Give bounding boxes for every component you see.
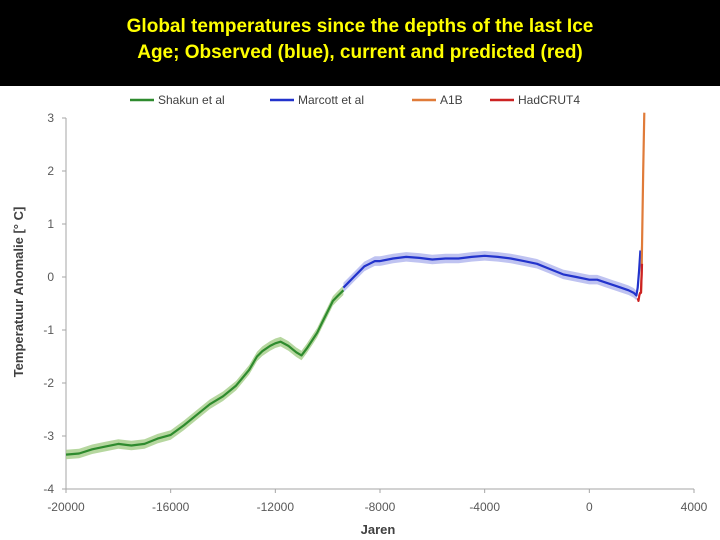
marcott-et-al-band bbox=[343, 246, 640, 301]
page-title: Global temperatures since the depths of … bbox=[20, 14, 700, 66]
y-axis-label: Temperatuur Anomalie [° C] bbox=[11, 207, 26, 378]
temperature-chart: Shakun et al Marcott et al A1B HadCRUT4 3 2 1… bbox=[0, 86, 720, 540]
title-line-2: Age; Observed (blue), current and predic… bbox=[20, 40, 700, 66]
y-tick-label: 3 bbox=[47, 111, 54, 125]
legend-label-shakun-et-al: Shakun et al bbox=[158, 93, 225, 107]
series-lines bbox=[66, 113, 644, 455]
legend: Shakun et al Marcott et al A1B HadCRUT4 bbox=[130, 93, 580, 107]
y-tick-label: -2 bbox=[43, 376, 54, 390]
x-axis-label: Jaren bbox=[361, 522, 396, 537]
y-tick-label: -1 bbox=[43, 323, 54, 337]
y-tick-label: -4 bbox=[43, 482, 54, 496]
axes: 3 2 1 0 -1 -2 -3 -4 -20000 -16000 -12000 -8000 -4000… bbox=[43, 111, 707, 514]
x-tick-label: 0 bbox=[586, 500, 593, 514]
y-tick-label: 1 bbox=[47, 217, 54, 231]
y-tick-label: 0 bbox=[47, 270, 54, 284]
x-tick-label: -12000 bbox=[257, 500, 295, 514]
shakun-et-al-line bbox=[66, 290, 343, 454]
x-tick-label: -8000 bbox=[365, 500, 396, 514]
x-tick-label: -4000 bbox=[469, 500, 500, 514]
x-tick-label: -20000 bbox=[47, 500, 85, 514]
title-line-1: Global temperatures since the depths of … bbox=[20, 14, 700, 40]
chart-panel: Shakun et al Marcott et al A1B HadCRUT4 3 2 1… bbox=[0, 86, 720, 540]
y-tick-label: -3 bbox=[43, 429, 54, 443]
y-tick-label: 2 bbox=[47, 164, 54, 178]
x-tick-label: -16000 bbox=[152, 500, 190, 514]
shakun-et-al-band bbox=[66, 286, 343, 460]
legend-label-a1b: A1B bbox=[440, 93, 463, 107]
legend-label-hadcrut4: HadCRUT4 bbox=[518, 93, 580, 107]
x-tick-label: 4000 bbox=[681, 500, 708, 514]
legend-label-marcott-et-al: Marcott et al bbox=[298, 93, 364, 107]
